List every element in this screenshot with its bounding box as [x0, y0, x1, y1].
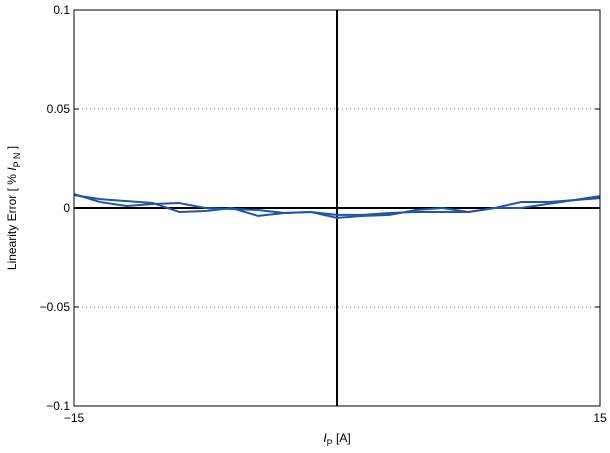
tick-marks	[73, 9, 601, 407]
x-axis-label-unit: [A]	[333, 431, 351, 445]
y-tick-label: 0.1	[53, 3, 70, 17]
series-line-1	[73, 193, 601, 219]
x-tick-label: 15	[593, 411, 607, 425]
x-axis-label: IP [A]	[323, 431, 350, 448]
x-axis-label-subscript: P	[327, 438, 333, 448]
series-layer	[73, 193, 601, 219]
x-tick-label: −15	[64, 411, 85, 425]
y-tick-label: 0	[63, 201, 70, 215]
x-axis-label-symbol: I	[323, 431, 327, 445]
y-tick-label: 0.05	[47, 102, 71, 116]
y-axis-label-prefix: Linearity Error [ %	[5, 171, 19, 270]
y-axis-label-symbol: I	[5, 167, 19, 171]
y-tick-label: −0.1	[46, 399, 70, 413]
y-tick-label: −0.05	[40, 300, 71, 314]
y-axis-label: Linearity Error [ % IP N ]	[5, 146, 22, 270]
tick-labels: −0.1 −0.05 0 0.05 0.1 −15 15	[40, 3, 607, 425]
series-line-2	[73, 194, 601, 217]
y-axis-label-subscript: P N	[12, 153, 22, 168]
y-axis-label-suffix: ]	[5, 146, 19, 153]
